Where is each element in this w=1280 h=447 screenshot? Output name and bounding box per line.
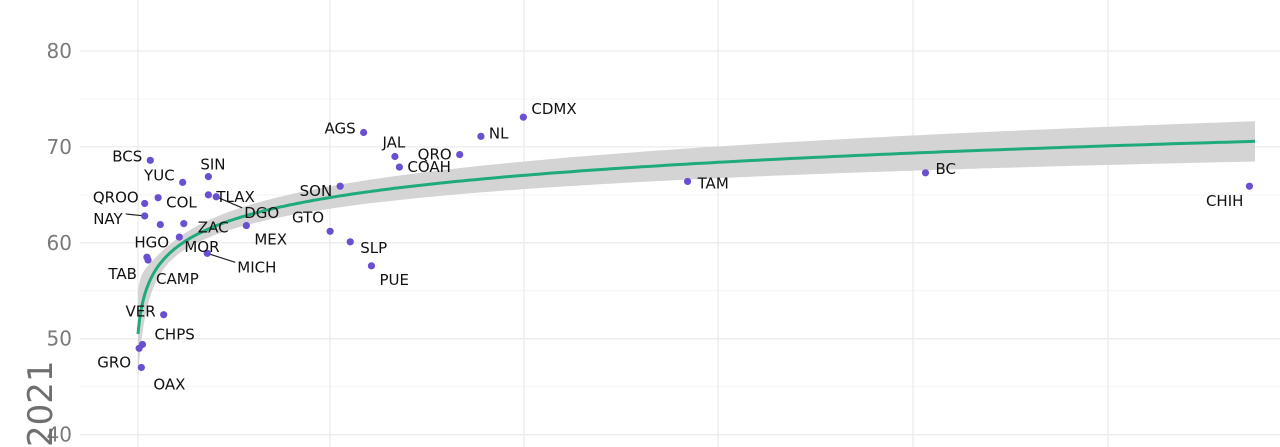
point-gro xyxy=(135,344,143,352)
point-ver xyxy=(160,311,168,319)
data-points xyxy=(135,113,1254,372)
point-hgo xyxy=(156,220,164,229)
point-label-bcs: BCS xyxy=(112,147,142,165)
point-tam xyxy=(683,177,692,186)
point-oax xyxy=(137,363,145,372)
point-label-coah: COAH xyxy=(407,158,451,176)
y-tick-label: 70 xyxy=(47,135,72,159)
point-yuc xyxy=(179,178,187,186)
point-tlax xyxy=(204,191,212,199)
point-label-qroo: QROO xyxy=(93,188,139,206)
point-mich xyxy=(203,249,211,257)
leader-line-dgo xyxy=(215,196,243,209)
point-label-qro: QRO xyxy=(418,146,452,164)
y-tick-label: 60 xyxy=(47,231,72,255)
point-gto xyxy=(326,227,334,235)
point-label-mich: MICH xyxy=(237,258,276,276)
point-label-nl: NL xyxy=(489,124,509,142)
point-son xyxy=(336,182,344,190)
point-label-ags: AGS xyxy=(324,120,355,138)
point-label-zac: ZAC xyxy=(198,219,229,237)
point-label-chih: CHIH xyxy=(1206,192,1243,210)
point-label-pue: PUE xyxy=(379,271,409,289)
point-label-chps: CHPS xyxy=(154,325,194,343)
point-label-sin: SIN xyxy=(200,156,225,174)
point-label-oax: OAX xyxy=(153,375,185,393)
point-slp xyxy=(346,238,354,246)
point-qro xyxy=(456,150,464,159)
point-sin xyxy=(204,173,212,181)
point-label-dgo: DGO xyxy=(244,204,279,222)
point-label-slp: SLP xyxy=(360,239,387,257)
point-cdmx xyxy=(519,113,527,121)
y-tick-label: 40 xyxy=(47,423,72,447)
point-ags xyxy=(360,128,368,137)
point-label-son: SON xyxy=(300,182,333,200)
point-label-mex: MEX xyxy=(254,231,287,249)
point-bcs xyxy=(146,156,154,164)
point-label-ver: VER xyxy=(126,303,156,321)
y-tick-labels: 40 50 60 70 80 xyxy=(47,39,72,447)
point-label-mor: MOR xyxy=(184,238,219,256)
point-label-tam: TAM xyxy=(697,174,729,192)
point-label-bc: BC xyxy=(935,160,956,178)
point-mex xyxy=(242,221,250,230)
point-camp xyxy=(144,256,152,264)
y-tick-label: 80 xyxy=(47,39,72,63)
point-label-gro: GRO xyxy=(97,353,131,371)
point-label-hgo: HGO xyxy=(134,234,169,252)
point-label-nay: NAY xyxy=(93,210,123,228)
point-zac xyxy=(180,220,188,228)
y-tick-label: 50 xyxy=(47,327,72,351)
point-label-tlax: TLAX xyxy=(215,188,254,206)
trend-line xyxy=(136,139,1256,334)
point-bc xyxy=(921,169,930,177)
point-pue xyxy=(367,262,376,270)
y-axis-label: 2021 xyxy=(21,360,61,447)
point-col xyxy=(154,194,162,202)
point-label-col: COL xyxy=(166,194,197,212)
point-label-jal: JAL xyxy=(382,133,406,151)
leader-line-mich xyxy=(207,252,236,263)
point-label-tab: TAB xyxy=(107,265,137,283)
point-nl xyxy=(477,132,485,140)
point-nay xyxy=(141,212,149,220)
point-chih xyxy=(1245,182,1254,190)
point-label-gto: GTO xyxy=(292,208,324,226)
point-label-yuc: YUC xyxy=(143,166,175,184)
point-qroo xyxy=(141,199,149,208)
point-label-cdmx: CDMX xyxy=(531,100,576,118)
point-dgo xyxy=(212,193,220,201)
point-mor xyxy=(175,233,183,241)
point-jal xyxy=(391,152,399,161)
grid xyxy=(80,0,1280,447)
point-label-camp: CAMP xyxy=(156,270,199,288)
point-coah xyxy=(395,163,403,171)
